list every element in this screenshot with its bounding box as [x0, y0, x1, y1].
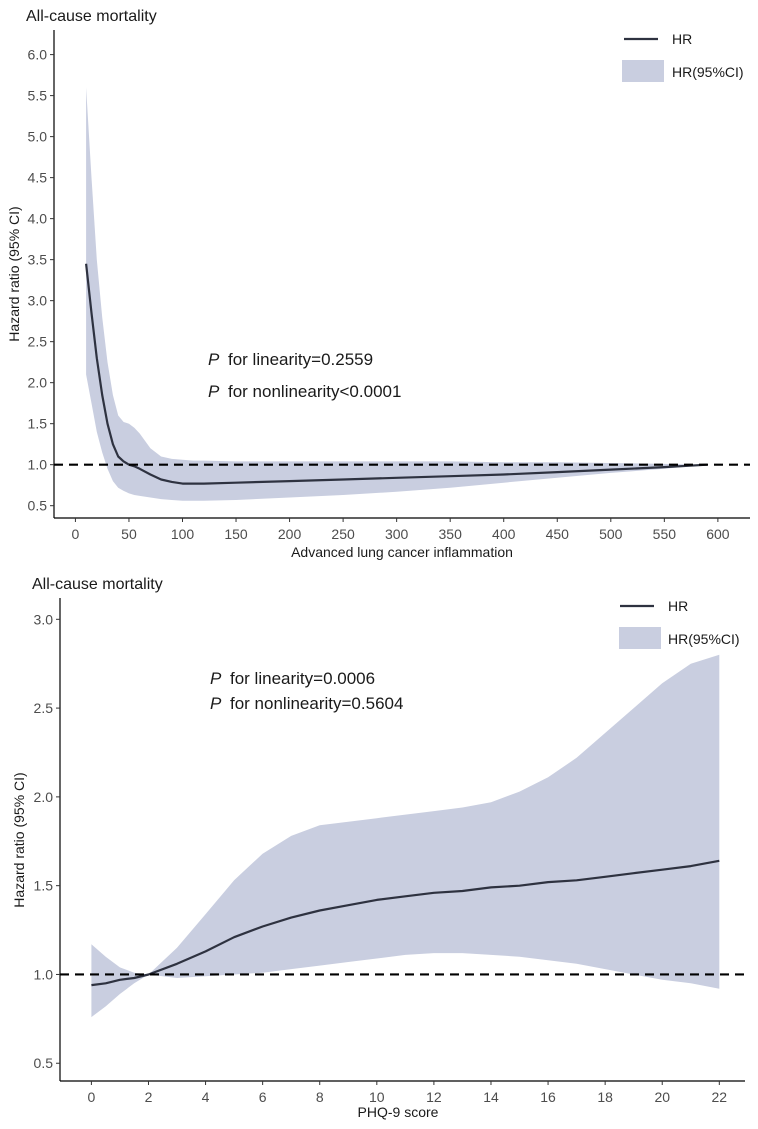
x-tick-label: 0 [72, 526, 80, 542]
x-tick-label: 2 [145, 1089, 153, 1105]
legend: HR HR(95%CI) [619, 598, 740, 649]
legend-ci-label: HR(95%CI) [672, 64, 744, 80]
x-tick-label: 0 [87, 1089, 95, 1105]
p-value-italic-label: P [210, 669, 222, 688]
x-tick-label: 250 [331, 526, 355, 542]
ci-band [91, 654, 720, 1018]
x-tick-label: 16 [540, 1089, 556, 1105]
p-value-annotation: for nonlinearity=0.5604 [230, 694, 403, 713]
legend-hr-label: HR [672, 31, 692, 47]
x-tick-label: 22 [712, 1089, 728, 1105]
p-value-italic-label: P [210, 694, 222, 713]
chart-title: All-cause mortality [32, 576, 163, 593]
y-tick-label: 3.5 [28, 252, 48, 268]
legend-ci-label: HR(95%CI) [668, 631, 740, 647]
y-tick-label: 1.0 [28, 457, 48, 473]
x-tick-label: 350 [439, 526, 463, 542]
legend-ci-swatch [619, 627, 661, 649]
x-tick-label: 8 [316, 1089, 324, 1105]
x-tick-label: 50 [121, 526, 137, 542]
y-tick-label: 1.5 [28, 416, 48, 432]
legend-ci-swatch [622, 60, 664, 82]
y-tick-label: 5.5 [28, 88, 48, 104]
x-axis-label: PHQ-9 score [358, 1104, 439, 1120]
y-tick-label: 4.0 [28, 211, 48, 227]
y-tick-label: 3.0 [28, 293, 48, 309]
x-tick-label: 100 [171, 526, 195, 542]
p-value-annotation: for nonlinearity<0.0001 [228, 382, 401, 401]
x-tick-label: 18 [597, 1089, 613, 1105]
y-tick-label: 0.5 [28, 498, 48, 514]
chart-panel-2: All-cause mortality 0.5 1.0 1.5 2.0 2.5 3.0 0 2 4… [11, 576, 745, 1120]
p-value-annotation: for linearity=0.2559 [228, 350, 373, 369]
y-tick-label: 1.5 [34, 878, 54, 894]
x-tick-label: 300 [385, 526, 409, 542]
hr-line [91, 859, 720, 987]
y-axis-label: Hazard ratio (95% CI) [11, 772, 27, 907]
ci-band [86, 87, 708, 501]
x-tick-label: 12 [426, 1089, 442, 1105]
p-value-italic-label: P [208, 382, 220, 401]
x-tick-label: 20 [654, 1089, 670, 1105]
y-tick-label: 2.0 [34, 789, 54, 805]
x-tick-label: 400 [492, 526, 516, 542]
x-tick-label: 150 [224, 526, 248, 542]
x-tick-label: 600 [706, 526, 730, 542]
y-axis-label: Hazard ratio (95% CI) [6, 206, 22, 341]
x-tick-label: 550 [653, 526, 677, 542]
y-tick-label: 4.5 [28, 170, 48, 186]
legend: HR HR(95%CI) [622, 31, 744, 82]
x-tick-label: 200 [278, 526, 302, 542]
y-tick-label: 2.0 [28, 375, 48, 391]
x-tick-label: 4 [202, 1089, 210, 1105]
p-value-annotation: for linearity=0.0006 [230, 669, 375, 688]
y-tick-label: 2.5 [28, 334, 48, 350]
x-axis-label: Advanced lung cancer inflammation [291, 544, 513, 560]
x-tick-label: 14 [483, 1089, 499, 1105]
chart-panel-1: All-cause mortality 0.5 1.0 1.5 2.0 2.5 3.0 3.5… [6, 8, 750, 560]
y-tick-label: 5.0 [28, 129, 48, 145]
y-tick-label: 2.5 [34, 700, 54, 716]
x-tick-label: 500 [599, 526, 623, 542]
x-tick-label: 450 [546, 526, 570, 542]
chart-title: All-cause mortality [26, 8, 157, 25]
y-tick-label: 6.0 [28, 47, 48, 63]
y-tick-label: 3.0 [34, 611, 54, 627]
x-tick-label: 10 [369, 1089, 385, 1105]
y-tick-label: 1.0 [34, 966, 54, 982]
legend-hr-label: HR [668, 598, 688, 614]
p-value-italic-label: P [208, 350, 220, 369]
hr-line [85, 263, 708, 485]
y-tick-label: 0.5 [34, 1055, 54, 1071]
x-tick-label: 6 [259, 1089, 267, 1105]
